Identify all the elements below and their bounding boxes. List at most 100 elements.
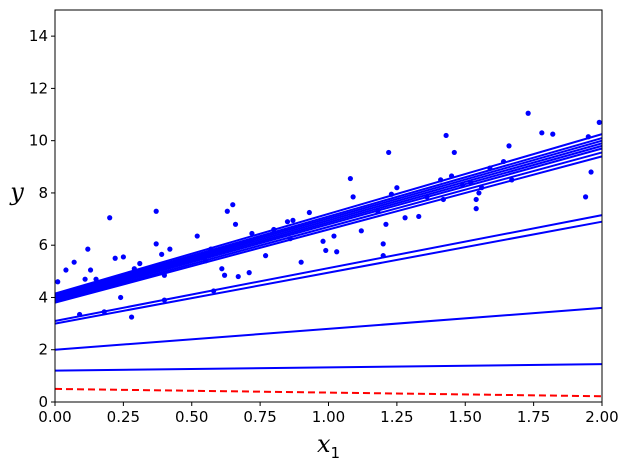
data-point: [459, 182, 466, 188]
x-tick-label: 2.00: [585, 408, 618, 426]
data-point: [358, 228, 364, 234]
data-point: [153, 241, 159, 247]
data-point: [82, 276, 88, 282]
y-tick-label: 2: [38, 341, 48, 359]
data-point: [194, 233, 200, 239]
data-point: [298, 259, 304, 265]
data-point: [262, 253, 269, 259]
prediction-line-6: [54, 151, 603, 303]
prediction-line-4: [54, 214, 603, 322]
data-point: [380, 241, 386, 247]
data-point: [500, 158, 507, 165]
data-point: [131, 266, 137, 272]
data-point: [550, 131, 556, 137]
data-point: [394, 185, 400, 191]
x-tick-label: 1.75: [517, 408, 550, 426]
x-axis-label-subscript: 1: [331, 444, 341, 462]
data-point: [85, 246, 91, 252]
prediction-line-3: [54, 220, 603, 325]
data-point: [63, 267, 69, 273]
prediction-line-11: [54, 137, 603, 296]
data-point: [219, 266, 225, 272]
data-point: [246, 270, 252, 276]
data-point: [350, 194, 356, 200]
data-point: [596, 119, 602, 125]
x-axis: 0.00 0.25 0.50 0.75 1.00 1.25 1.50 1.75 2.00: [38, 402, 619, 426]
y-tick-label: 0: [38, 393, 48, 411]
data-point: [249, 230, 255, 237]
prediction-line-9: [54, 142, 603, 299]
data-point: [101, 309, 107, 315]
data-point: [320, 238, 326, 244]
data-point: [443, 132, 449, 139]
data-point: [271, 226, 277, 233]
data-point: [448, 173, 455, 179]
data-point: [153, 208, 159, 214]
data-point: [440, 196, 446, 203]
prediction-line-12: [54, 133, 603, 295]
x-axis-label: x1: [317, 430, 340, 462]
data-point: [306, 209, 312, 216]
data-point: [224, 208, 230, 214]
y-axis-label: y: [9, 178, 24, 206]
data-point: [137, 260, 143, 267]
data-point: [468, 179, 474, 186]
y-tick-label: 12: [29, 79, 48, 97]
data-point: [55, 279, 61, 285]
data-point: [230, 202, 236, 208]
data-point: [159, 251, 165, 257]
data-point: [118, 294, 124, 301]
data-point: [290, 217, 296, 223]
data-point: [473, 206, 479, 212]
data-point: [509, 177, 515, 183]
data-point: [120, 254, 126, 260]
prediction-line-5: [54, 155, 603, 304]
data-point: [128, 314, 135, 320]
data-point: [331, 233, 337, 239]
data-point: [93, 276, 99, 282]
prediction-line-8: [54, 144, 603, 300]
data-point: [416, 213, 422, 220]
x-tick-label: 0.00: [38, 408, 71, 426]
data-point: [211, 288, 217, 294]
x-tick-label: 1.50: [449, 408, 482, 426]
x-tick-label: 0.75: [243, 408, 276, 426]
data-point: [386, 149, 392, 156]
data-point: [476, 190, 482, 196]
data-point: [402, 215, 408, 221]
y-tick-label: 8: [38, 184, 48, 202]
data-point: [161, 272, 167, 278]
data-point: [383, 221, 389, 227]
data-point: [287, 236, 293, 242]
initial-prediction-line: [54, 387, 603, 398]
data-point: [284, 219, 291, 225]
data-point: [525, 110, 531, 116]
data-point: [87, 267, 94, 273]
data-point: [112, 255, 118, 261]
data-point: [145, 267, 151, 273]
data-point: [388, 191, 395, 197]
data-point: [208, 246, 214, 252]
data-point: [588, 169, 594, 175]
prediction-line-2: [54, 306, 603, 351]
data-point: [77, 311, 83, 318]
plot-area: [54, 110, 603, 398]
data-point: [487, 165, 493, 171]
data-point: [473, 196, 479, 203]
y-tick-label: 4: [38, 288, 48, 306]
y-tick-label: 14: [29, 27, 48, 45]
data-point: [479, 185, 485, 191]
y-axis: 0 2 4 6 8 10 12 14: [29, 27, 55, 411]
x-tick-label: 0.25: [107, 408, 140, 426]
data-point: [221, 272, 228, 278]
data-point: [451, 149, 457, 156]
x-tick-label: 1.00: [312, 408, 345, 426]
data-point: [232, 221, 239, 227]
x-tick-label: 1.25: [380, 408, 413, 426]
data-point: [539, 130, 545, 136]
data-point: [323, 247, 329, 254]
data-point: [582, 194, 589, 200]
data-point: [167, 246, 173, 252]
data-point: [107, 215, 113, 221]
